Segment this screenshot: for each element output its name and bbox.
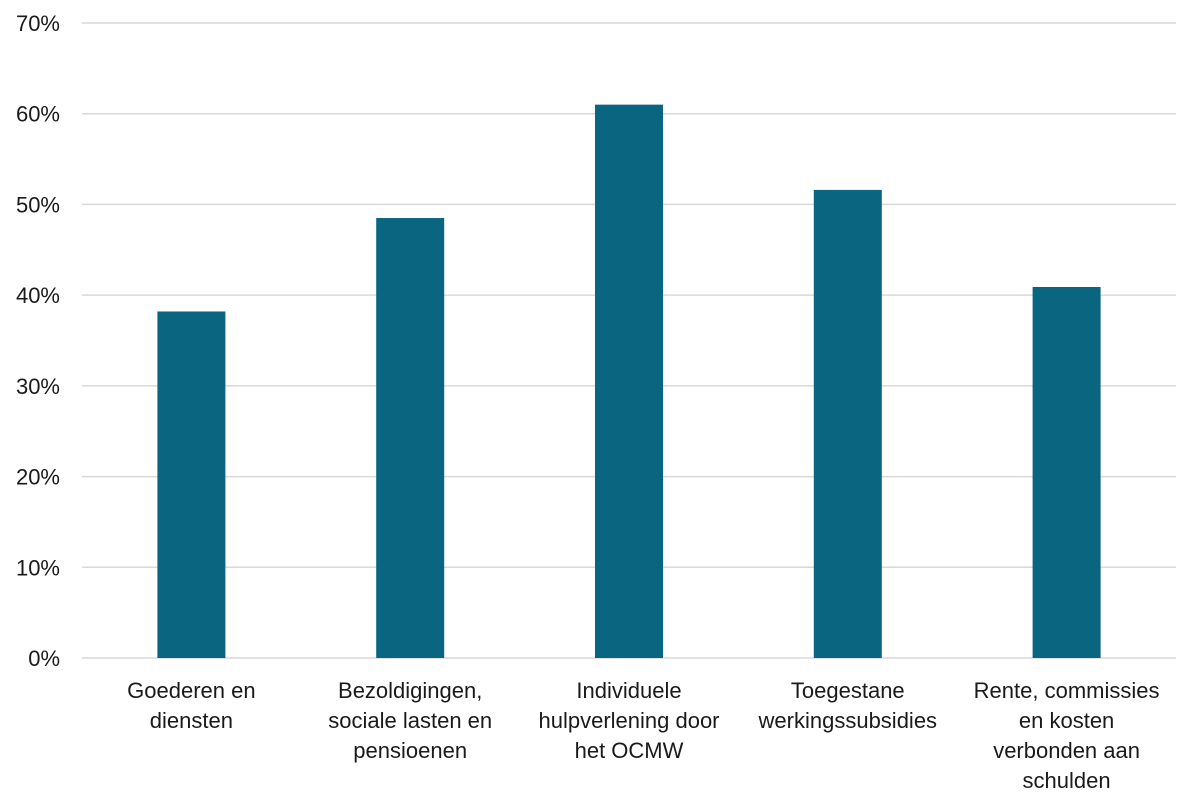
y-tick-label: 70% xyxy=(16,11,60,36)
y-axis-ticks: 0% 10% 20% 30% 40% 50% 60% 70% xyxy=(16,11,60,671)
bar xyxy=(595,104,663,658)
y-tick-label: 40% xyxy=(16,283,60,308)
x-category-label: Toegestane werkingssubsidies xyxy=(758,678,938,733)
x-category-label-line: Goederen en xyxy=(127,678,255,703)
x-category-label-line: diensten xyxy=(150,708,233,733)
y-tick-label: 0% xyxy=(28,646,60,671)
y-tick-label: 20% xyxy=(16,465,60,490)
x-category-label-line: Bezoldigingen, xyxy=(338,678,482,703)
y-tick-label: 50% xyxy=(16,192,60,217)
x-category-label-line: het OCMW xyxy=(575,738,684,763)
x-category-label-line: Rente, commissies xyxy=(974,678,1160,703)
y-tick-label: 60% xyxy=(16,102,60,127)
x-axis-categories: Goederen en diensten Bezoldigingen, sociale… xyxy=(127,678,1159,792)
x-category-label-line: hulpverlening door xyxy=(538,708,719,733)
bars xyxy=(157,104,1101,659)
bar xyxy=(1032,286,1101,658)
x-category-label-line: Toegestane xyxy=(791,678,905,703)
x-category-label-line: sociale lasten en xyxy=(328,708,492,733)
x-category-label-line: verbonden aan xyxy=(993,738,1140,763)
x-category-label: Rente, commissies en kosten verbonden aan s… xyxy=(974,678,1160,792)
y-tick-label: 10% xyxy=(16,555,60,580)
x-category-label-line: en kosten xyxy=(1019,708,1114,733)
bar xyxy=(376,218,445,659)
x-category-label: Bezoldigingen, sociale lasten en pensioene… xyxy=(328,678,492,763)
x-category-label-line: pensioenen xyxy=(353,738,467,763)
x-category-label-line: werkingssubsidies xyxy=(758,708,938,733)
bar xyxy=(813,189,882,658)
y-tick-label: 30% xyxy=(16,374,60,399)
x-category-label-line: schulden xyxy=(1023,768,1111,792)
x-category-label-line: Individuele xyxy=(576,678,681,703)
x-category-label: Individuele hulpverlening door het OCMW xyxy=(538,678,719,763)
bar xyxy=(157,311,226,658)
x-category-label: Goederen en diensten xyxy=(127,678,255,733)
